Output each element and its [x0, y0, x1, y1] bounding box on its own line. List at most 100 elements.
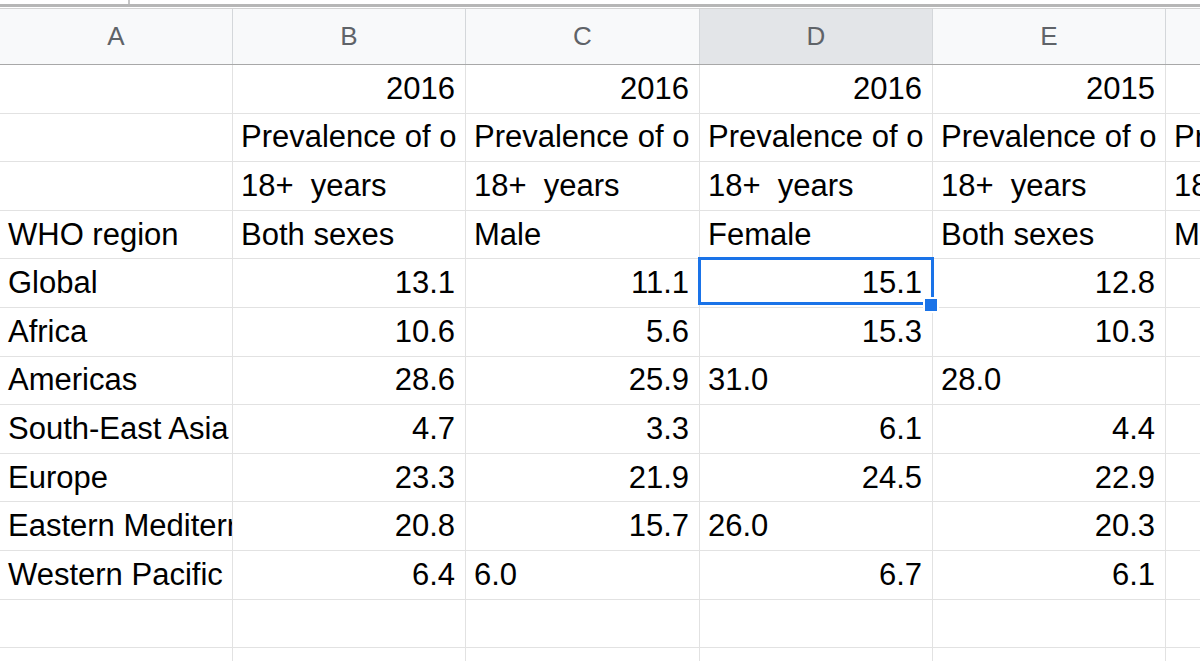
cell[interactable]: Male: [1166, 211, 1200, 260]
cell[interactable]: South-East Asia: [0, 405, 233, 454]
cell[interactable]: 10.3: [933, 308, 1166, 357]
cell[interactable]: [1166, 502, 1200, 551]
cell[interactable]: Both sexes: [933, 211, 1166, 260]
cell[interactable]: WHO region: [0, 211, 233, 260]
cell[interactable]: [700, 648, 933, 661]
cell[interactable]: [1166, 600, 1200, 649]
fill-handle[interactable]: [923, 297, 939, 313]
cell[interactable]: 15.1: [700, 259, 933, 308]
cell[interactable]: 12.8: [933, 259, 1166, 308]
cell[interactable]: [1166, 551, 1200, 600]
cell[interactable]: Americas: [0, 357, 233, 406]
cell[interactable]: [0, 600, 233, 649]
cell[interactable]: 26.0: [700, 502, 933, 551]
cell[interactable]: 25.9: [466, 357, 700, 406]
top-strip: [0, 0, 1200, 8]
cell[interactable]: 18+ years: [233, 162, 466, 211]
cell[interactable]: [0, 114, 233, 163]
cell[interactable]: [0, 162, 233, 211]
cell[interactable]: 4.7: [233, 405, 466, 454]
cell[interactable]: Western Pacific: [0, 551, 233, 600]
grid-row: Prevalence of oPrevalence of oPrevalence…: [0, 114, 1200, 163]
grid-row: Americas28.625.931.028.0: [0, 357, 1200, 406]
cell[interactable]: 20.8: [233, 502, 466, 551]
cell[interactable]: Prevalence of o: [233, 114, 466, 163]
cell[interactable]: [1166, 308, 1200, 357]
cell[interactable]: [1166, 405, 1200, 454]
cell[interactable]: 4.4: [933, 405, 1166, 454]
grid-body: 2016201620162015Prevalence of oPrevalenc…: [0, 65, 1200, 661]
cell[interactable]: 31.0: [700, 357, 933, 406]
cell[interactable]: 18+ years: [933, 162, 1166, 211]
cell[interactable]: [466, 600, 700, 649]
grid-row: [0, 600, 1200, 649]
cell[interactable]: Eastern Mediterranean: [0, 502, 233, 551]
cell[interactable]: [1166, 648, 1200, 661]
cell[interactable]: 6.1: [700, 405, 933, 454]
cell[interactable]: [700, 600, 933, 649]
cell[interactable]: 2015: [933, 65, 1166, 114]
cell[interactable]: 28.6: [233, 357, 466, 406]
grid-row: 18+ years18+ years18+ years18+ years18+ …: [0, 162, 1200, 211]
cell[interactable]: [0, 648, 233, 661]
column-header-e[interactable]: E: [933, 9, 1166, 64]
cell[interactable]: 2016: [466, 65, 700, 114]
cell[interactable]: 6.1: [933, 551, 1166, 600]
cell[interactable]: Prevalence of o: [933, 114, 1166, 163]
column-header-f[interactable]: [1166, 9, 1200, 64]
column-header-a[interactable]: A: [0, 9, 233, 64]
cell[interactable]: [466, 648, 700, 661]
cell[interactable]: 2016: [700, 65, 933, 114]
cell[interactable]: 11.1: [466, 259, 700, 308]
cell[interactable]: [233, 648, 466, 661]
grid-row: WHO regionBoth sexesMaleFemaleBoth sexes…: [0, 211, 1200, 260]
toolbar-edge: [0, 4, 1200, 7]
cell[interactable]: 15.7: [466, 502, 700, 551]
grid-row: [0, 648, 1200, 661]
cell[interactable]: Europe: [0, 454, 233, 503]
cell[interactable]: [1166, 259, 1200, 308]
column-header-b[interactable]: B: [233, 9, 466, 64]
cell[interactable]: 18+ years: [700, 162, 933, 211]
column-header-d[interactable]: D: [700, 9, 933, 64]
cell[interactable]: Prevalence of o: [466, 114, 700, 163]
grid-row: 2016201620162015: [0, 65, 1200, 114]
cell[interactable]: Africa: [0, 308, 233, 357]
cell[interactable]: [1166, 454, 1200, 503]
cell[interactable]: [0, 65, 233, 114]
cell[interactable]: 3.3: [466, 405, 700, 454]
cell[interactable]: 6.4: [233, 551, 466, 600]
grid-row: Europe23.321.924.522.9: [0, 454, 1200, 503]
grid-row: Eastern Mediterranean20.815.726.020.3: [0, 502, 1200, 551]
cell[interactable]: 20.3: [933, 502, 1166, 551]
cell[interactable]: [1166, 357, 1200, 406]
cell[interactable]: Male: [466, 211, 700, 260]
cell[interactable]: 15.3: [700, 308, 933, 357]
cell[interactable]: Both sexes: [233, 211, 466, 260]
cell[interactable]: [933, 648, 1166, 661]
cell[interactable]: [1166, 65, 1200, 114]
column-header-c[interactable]: C: [466, 9, 700, 64]
cell[interactable]: 5.6: [466, 308, 700, 357]
cell[interactable]: 6.7: [700, 551, 933, 600]
cell[interactable]: 24.5: [700, 454, 933, 503]
cell[interactable]: 28.0: [933, 357, 1166, 406]
cell[interactable]: 6.0: [466, 551, 700, 600]
grid-row: South-East Asia4.73.36.14.4: [0, 405, 1200, 454]
cell[interactable]: 21.9: [466, 454, 700, 503]
cell[interactable]: 2016: [233, 65, 466, 114]
cell[interactable]: Prevalence of o: [700, 114, 933, 163]
cell[interactable]: Female: [700, 211, 933, 260]
cell[interactable]: 18+ years: [1166, 162, 1200, 211]
cell[interactable]: [933, 600, 1166, 649]
grid-row: Western Pacific6.46.06.76.1: [0, 551, 1200, 600]
cell[interactable]: [233, 600, 466, 649]
cell[interactable]: Global: [0, 259, 233, 308]
cell[interactable]: 13.1: [233, 259, 466, 308]
cell[interactable]: 10.6: [233, 308, 466, 357]
cell[interactable]: 18+ years: [466, 162, 700, 211]
cell[interactable]: 22.9: [933, 454, 1166, 503]
cell[interactable]: 23.3: [233, 454, 466, 503]
cell[interactable]: Prevalence of o: [1166, 114, 1200, 163]
grid-row: Africa10.65.615.310.3: [0, 308, 1200, 357]
